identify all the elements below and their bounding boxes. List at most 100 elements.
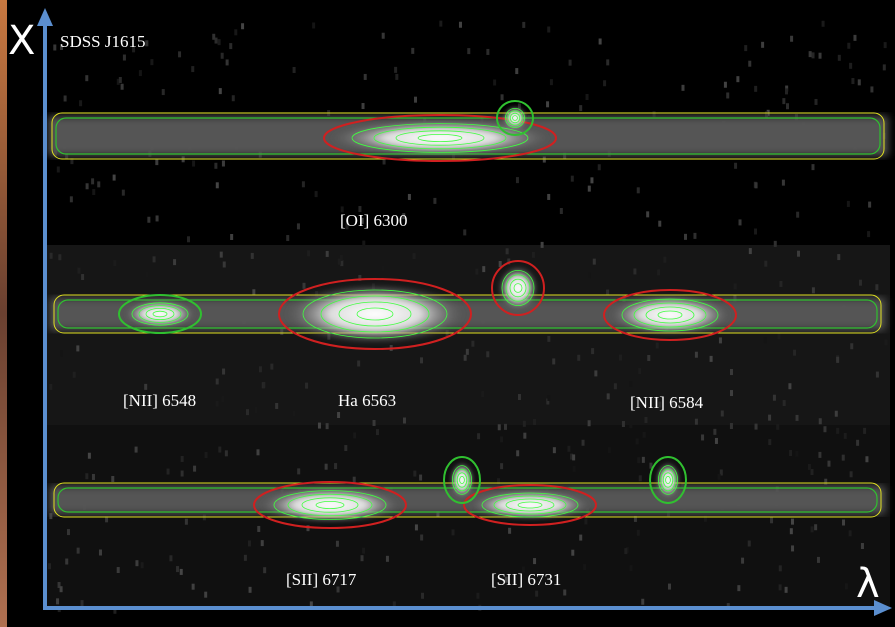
noise	[86, 183, 89, 189]
noise	[420, 535, 423, 541]
noise	[724, 82, 727, 88]
noise	[884, 42, 887, 48]
noise	[223, 262, 226, 268]
noise	[156, 215, 159, 221]
noise	[734, 283, 737, 289]
noise	[569, 60, 572, 66]
noise	[523, 433, 526, 439]
noise	[579, 535, 582, 541]
noise	[57, 166, 60, 172]
noise	[814, 99, 817, 105]
noise	[883, 64, 886, 70]
noise	[303, 283, 306, 289]
noise	[70, 196, 73, 202]
noise	[218, 447, 221, 453]
noise	[563, 589, 566, 595]
noise	[768, 415, 771, 421]
noise	[779, 584, 782, 590]
noise	[533, 419, 536, 425]
noise	[643, 432, 646, 438]
noise	[870, 86, 873, 92]
noise	[482, 266, 485, 272]
noise	[162, 89, 165, 95]
noise	[135, 447, 138, 453]
noise	[344, 445, 347, 451]
noise	[608, 447, 611, 453]
noise	[599, 38, 602, 44]
noise	[533, 558, 536, 564]
noise	[403, 418, 406, 424]
noise	[657, 269, 660, 275]
noise	[571, 550, 574, 556]
noise	[842, 519, 845, 525]
noise	[795, 451, 798, 457]
noise	[867, 231, 870, 237]
noise	[734, 163, 737, 169]
noise	[452, 529, 455, 535]
noise	[764, 337, 767, 343]
noise	[808, 464, 811, 470]
noise	[516, 450, 519, 456]
line-label: [OI] 6300	[340, 211, 408, 230]
noise	[838, 55, 841, 61]
noise	[248, 540, 251, 546]
noise	[486, 49, 489, 55]
noise	[249, 587, 252, 593]
noise	[730, 390, 733, 396]
noise	[144, 384, 147, 390]
noise	[761, 42, 764, 48]
noise	[622, 421, 625, 427]
title: SDSS J1615	[60, 32, 146, 51]
noise	[467, 48, 470, 54]
noise	[639, 475, 642, 481]
noise	[395, 74, 398, 80]
noise	[357, 360, 360, 366]
noise	[145, 271, 148, 277]
noise	[49, 384, 52, 390]
noise	[466, 349, 469, 355]
noise	[85, 473, 88, 479]
noise	[221, 53, 224, 59]
noise	[522, 22, 525, 28]
noise	[823, 426, 826, 432]
noise	[644, 417, 647, 423]
noise	[636, 438, 639, 444]
noise	[850, 471, 853, 477]
noise	[629, 381, 632, 387]
noise	[234, 29, 237, 35]
noise	[180, 569, 183, 575]
noise	[588, 420, 591, 426]
noise	[633, 268, 636, 274]
noise	[500, 436, 503, 442]
line-label: Ha 6563	[338, 391, 396, 410]
noise	[770, 517, 773, 523]
noise	[476, 593, 479, 599]
noise	[318, 423, 321, 429]
noise	[251, 253, 254, 259]
noise	[53, 44, 56, 50]
noise	[713, 429, 716, 435]
noise	[411, 48, 414, 54]
noise	[220, 252, 223, 258]
noise	[797, 251, 800, 257]
noise	[413, 471, 416, 477]
noise	[535, 591, 538, 597]
noise	[865, 456, 868, 462]
noise	[216, 379, 219, 385]
noise	[139, 70, 142, 76]
noise	[768, 439, 771, 445]
noise	[827, 461, 830, 467]
noise	[819, 418, 822, 424]
noise	[863, 428, 866, 434]
emission	[125, 300, 195, 328]
noise	[567, 446, 570, 452]
noise	[584, 518, 587, 524]
noise	[695, 352, 698, 358]
noise	[373, 420, 376, 426]
noise	[754, 228, 757, 234]
noise	[205, 452, 208, 458]
noise	[684, 234, 687, 240]
noise	[439, 21, 442, 27]
noise	[811, 164, 814, 170]
noise	[546, 101, 549, 107]
